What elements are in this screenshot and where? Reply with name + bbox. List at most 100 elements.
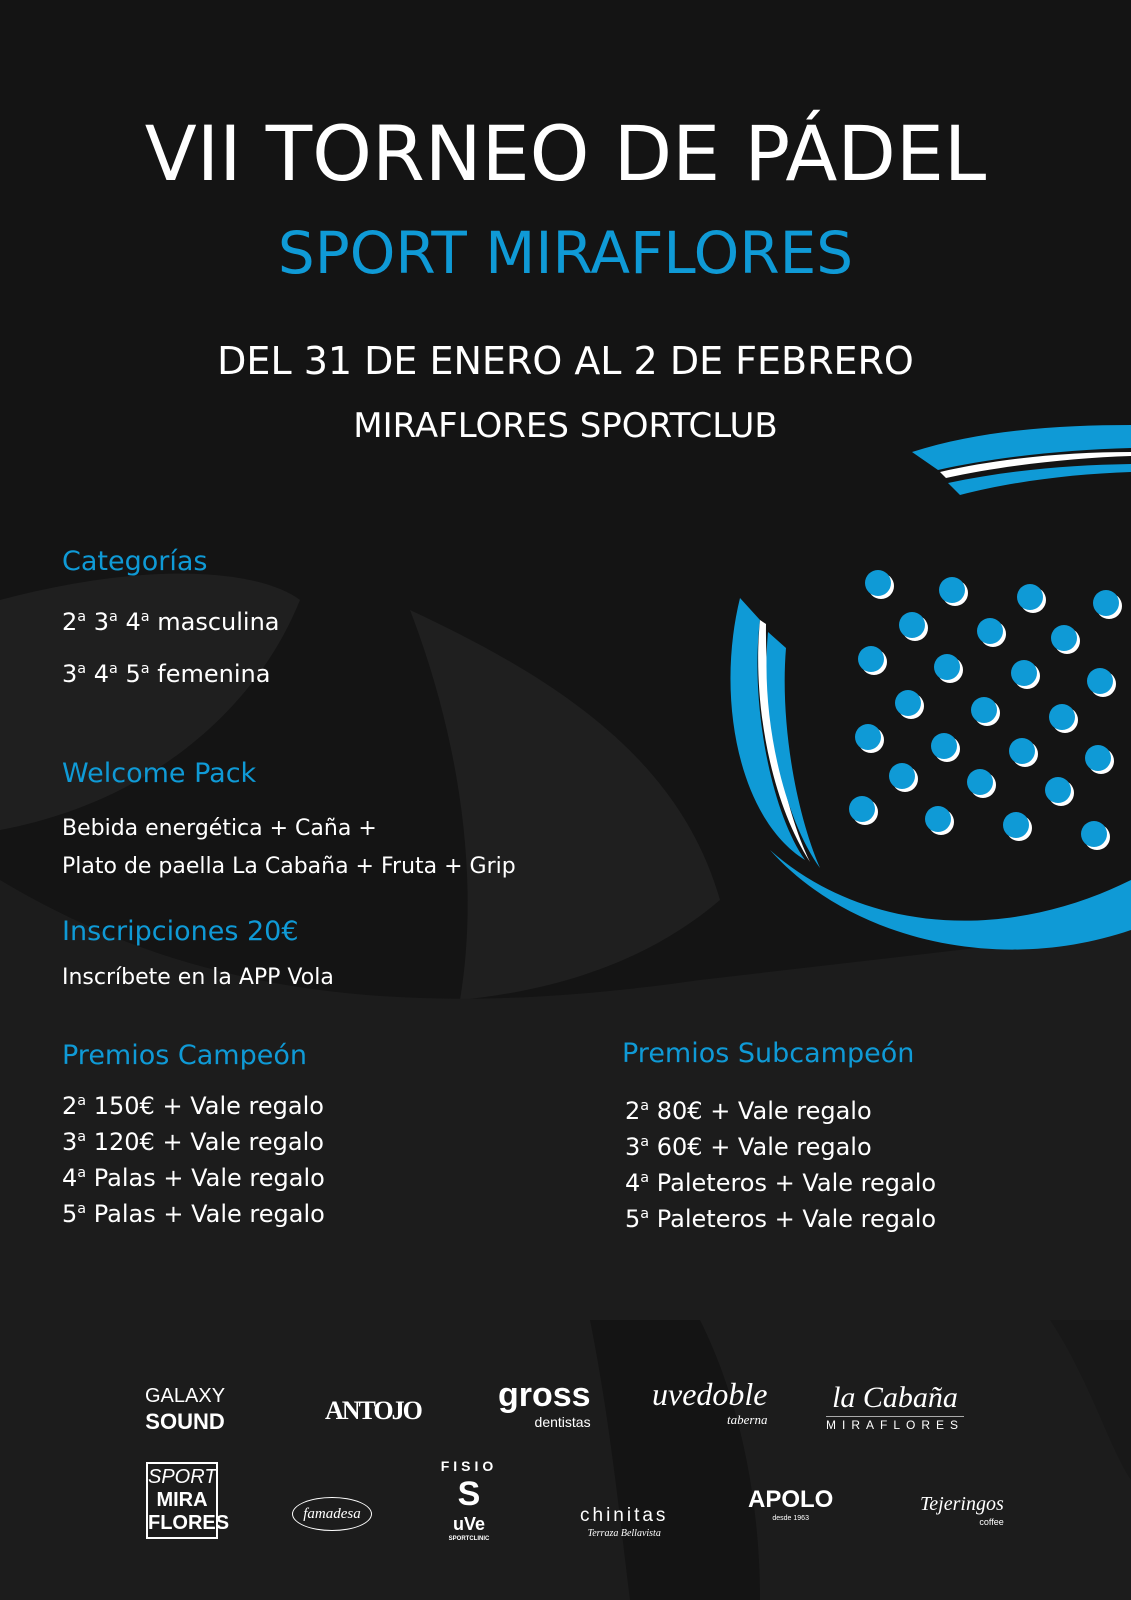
ordinal-suffix: a xyxy=(640,1170,650,1186)
logo-apolo: APOLO desde 1963 xyxy=(748,1486,834,1522)
logo-antojo: ANTOJO xyxy=(325,1396,423,1425)
racket-hole xyxy=(1049,704,1075,730)
category-label: masculina xyxy=(157,608,280,636)
prize-line: 2a 150€ + Vale regalo xyxy=(62,1088,325,1124)
ordinal-suffix: a xyxy=(109,609,118,625)
racket-hole xyxy=(939,577,965,603)
racket-hole xyxy=(931,733,957,759)
champion-prizes-heading: Premios Campeón xyxy=(62,1040,307,1071)
ordinal-suffix: a xyxy=(77,1129,87,1145)
logo-tejeringos: Tejeringos coffee xyxy=(920,1493,1004,1527)
logo-la-cabana: la Cabaña MIRAFLORES xyxy=(826,1381,965,1432)
racket-left-stripe xyxy=(730,598,805,860)
prize-level: 2 xyxy=(625,1097,641,1125)
welcome-pack-line1: Bebida energética + Caña + xyxy=(62,816,377,841)
ordinal-suffix: a xyxy=(140,609,150,625)
logo-uvedoble: uvedoble taberna xyxy=(652,1376,768,1427)
prize-text: Palas + Vale regalo xyxy=(93,1164,325,1192)
prize-line: 3a 60€ + Vale regalo xyxy=(625,1129,936,1165)
racket-hole xyxy=(858,646,884,672)
racket-hole xyxy=(977,618,1003,644)
prize-text: Paleteros + Vale regalo xyxy=(656,1169,937,1197)
prize-text: Paleteros + Vale regalo xyxy=(656,1205,937,1233)
racket-hole xyxy=(899,612,925,638)
welcome-pack-heading: Welcome Pack xyxy=(62,758,257,789)
racket-hole xyxy=(1051,625,1077,651)
tournament-dates: DEL 31 DE ENERO AL 2 DE FEBRERO xyxy=(217,339,914,383)
prize-level: 3 xyxy=(625,1133,641,1161)
racket-left-stripe xyxy=(766,632,820,868)
champion-prizes-list: 2a 150€ + Vale regalo 3a 120€ + Vale rega… xyxy=(62,1088,325,1232)
racket-hole xyxy=(1087,668,1113,694)
category-level: 3 xyxy=(62,660,78,688)
prize-level: 5 xyxy=(625,1205,641,1233)
ordinal-suffix: a xyxy=(140,661,150,677)
logo-sport-miraflores: SPORT MIRA FLORES xyxy=(146,1462,229,1539)
ordinal-suffix: a xyxy=(640,1134,650,1150)
category-line: 2a 3a 4a masculina xyxy=(62,596,280,648)
racket-top-stripe xyxy=(948,464,1131,495)
category-line: 3a 4a 5a femenina xyxy=(62,648,280,700)
racket-top-line xyxy=(940,452,1131,478)
category-level: 2 xyxy=(62,608,78,636)
prize-line: 3a 120€ + Vale regalo xyxy=(62,1124,325,1160)
logo-galaxy-sound: GALAXY SOUND xyxy=(145,1385,226,1434)
tournament-title: VII TORNEO DE PÁDEL xyxy=(144,109,987,198)
runner-up-prizes-list: 2a 80€ + Vale regalo 3a 60€ + Vale regalo… xyxy=(625,1093,936,1237)
prize-text: 80€ + Vale regalo xyxy=(656,1097,872,1125)
prize-level: 3 xyxy=(62,1128,78,1156)
category-label: femenina xyxy=(157,660,271,688)
racket-hole xyxy=(925,806,951,832)
prize-text: 150€ + Vale regalo xyxy=(93,1092,324,1120)
tournament-subtitle: SPORT MIRAFLORES xyxy=(277,219,854,287)
racket-hole xyxy=(1017,584,1043,610)
racket-hole xyxy=(967,769,993,795)
prize-line: 4a Palas + Vale regalo xyxy=(62,1160,325,1196)
categories-heading: Categorías xyxy=(62,546,208,577)
racket-top-stripe xyxy=(912,425,1131,470)
ordinal-suffix: a xyxy=(77,609,87,625)
prize-text: 120€ + Vale regalo xyxy=(93,1128,324,1156)
racket-hole xyxy=(849,796,875,822)
prize-line: 5a Palas + Vale regalo xyxy=(62,1196,325,1232)
racket-hole xyxy=(1003,812,1029,838)
prize-text: 60€ + Vale regalo xyxy=(656,1133,872,1161)
category-level: 3 xyxy=(93,608,110,636)
racket-hole xyxy=(889,763,915,789)
registration-heading: Inscripciones 20€ xyxy=(62,916,299,947)
prize-level: 5 xyxy=(62,1200,78,1228)
prize-line: 5a Paleteros + Vale regalo xyxy=(625,1201,936,1237)
prize-text: Palas + Vale regalo xyxy=(93,1200,325,1228)
ordinal-suffix: a xyxy=(77,1201,87,1217)
category-level: 5 xyxy=(125,660,141,688)
logo-chinitas: chinitas Terraza Bellavista xyxy=(580,1505,669,1539)
racket-hole xyxy=(895,690,921,716)
category-level: 4 xyxy=(125,608,141,636)
ordinal-suffix: a xyxy=(640,1098,650,1114)
categories-list: 2a 3a 4a masculina 3a 4a 5a femenina xyxy=(62,596,280,700)
racket-hole xyxy=(1045,777,1071,803)
registration-text: Inscríbete en la APP Vola xyxy=(62,965,334,990)
ordinal-suffix: a xyxy=(109,661,118,677)
logo-gross: gross dentistas xyxy=(498,1376,591,1430)
prize-level: 2 xyxy=(62,1092,78,1120)
logo-famadesa: famadesa xyxy=(292,1497,372,1531)
racket-hole xyxy=(971,697,997,723)
prize-line: 4a Paleteros + Vale regalo xyxy=(625,1165,936,1201)
logo-fisio-uve: FISIO S uVe SPORTCLINIC xyxy=(440,1458,498,1542)
welcome-pack-line2: Plato de paella La Cabaña + Fruta + Grip xyxy=(62,854,516,879)
category-level: 4 xyxy=(93,660,110,688)
racket-hole xyxy=(1009,738,1035,764)
prize-line: 2a 80€ + Vale regalo xyxy=(625,1093,936,1129)
ordinal-suffix: a xyxy=(77,1165,87,1181)
prize-level: 4 xyxy=(62,1164,78,1192)
racket-hole xyxy=(865,570,891,596)
racket-hole xyxy=(1093,590,1119,616)
racket-hole xyxy=(1085,745,1111,771)
racket-left-line xyxy=(758,620,810,862)
ordinal-suffix: a xyxy=(77,1093,87,1109)
racket-hole xyxy=(1011,660,1037,686)
prize-level: 4 xyxy=(625,1169,641,1197)
